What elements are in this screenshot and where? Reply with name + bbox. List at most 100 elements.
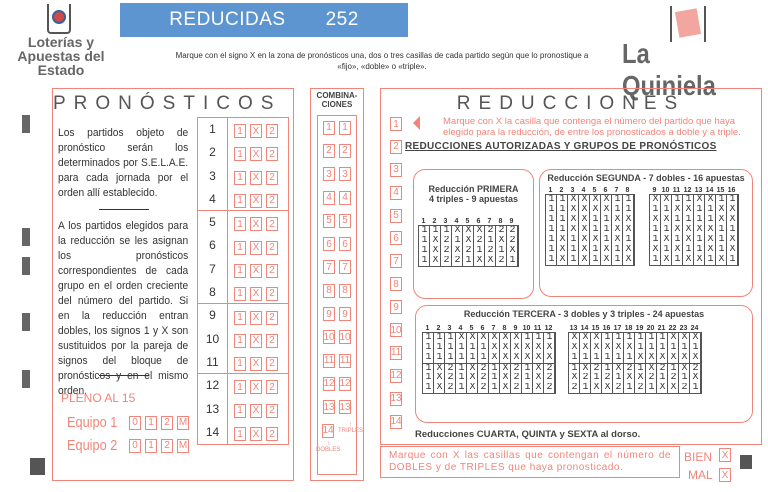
sign-checkbox[interactable]: 1 <box>234 403 246 418</box>
sign-checkbox[interactable]: 1 <box>234 356 246 371</box>
reduccion-checkbox[interactable]: 14 <box>390 414 402 429</box>
sign-checkbox[interactable]: 1 <box>234 263 246 278</box>
triples-checkbox[interactable]: 3 <box>339 167 351 182</box>
sign-checkbox[interactable]: 2 <box>266 263 278 278</box>
dobles-checkbox[interactable]: 13 <box>323 400 335 415</box>
triples-checkbox[interactable]: 8 <box>339 283 351 298</box>
reduccion-checkbox[interactable]: 1 <box>390 117 402 131</box>
sign-checkbox[interactable]: X <box>250 217 262 232</box>
sign-checkbox[interactable]: 2 <box>266 403 278 418</box>
goal-checkbox[interactable]: 2 <box>161 415 173 430</box>
triples-checkbox[interactable]: 11 <box>339 353 351 368</box>
triples-checkbox[interactable]: 13 <box>339 400 351 415</box>
sign-checkbox[interactable]: X <box>250 286 262 301</box>
triples-checkbox[interactable]: 7 <box>339 260 351 275</box>
sign-checkbox[interactable]: X <box>250 403 262 418</box>
dobles-checkbox[interactable]: 6 <box>323 237 335 252</box>
column-number: 12 <box>683 187 692 194</box>
sign-checkbox[interactable]: 1 <box>234 286 246 301</box>
sign-checkbox[interactable]: 1 <box>234 170 246 185</box>
sign-checkbox[interactable]: 2 <box>266 124 278 139</box>
reduccion-checkbox[interactable]: 3 <box>390 162 402 177</box>
column-number: 9 <box>513 325 518 332</box>
dobles-checkbox[interactable]: 9 <box>323 307 335 322</box>
dobles-checkbox[interactable]: 5 <box>323 213 335 228</box>
triples-checkbox[interactable]: 1 <box>339 120 351 135</box>
arrow-up-icon: ↑ <box>326 441 330 447</box>
dobles-checkbox[interactable]: 2 <box>323 143 335 158</box>
goal-checkbox[interactable]: M <box>177 438 189 453</box>
goal-checkbox[interactable]: M <box>177 415 189 430</box>
sign-checkbox[interactable]: 2 <box>266 310 278 325</box>
sign-checkbox[interactable]: X <box>250 193 262 208</box>
dobles-checkbox[interactable]: 8 <box>323 283 335 298</box>
sign-checkbox[interactable]: 2 <box>266 217 278 232</box>
reduccion-checkbox[interactable]: 8 <box>390 277 402 292</box>
reduccion-checkbox[interactable]: 13 <box>390 391 402 406</box>
sign-checkbox[interactable]: 1 <box>234 427 246 441</box>
sign-checkbox[interactable]: 2 <box>266 147 278 162</box>
reduccion-checkbox[interactable]: 10 <box>390 323 402 338</box>
goal-checkbox[interactable]: 0 <box>129 415 141 430</box>
column-number: 1 <box>425 325 430 332</box>
sign-checkbox[interactable]: X <box>250 310 262 325</box>
triples-checkbox[interactable]: 2 <box>339 143 351 158</box>
triples-checkbox[interactable]: 4 <box>339 190 351 205</box>
sign-checkbox[interactable]: 1 <box>234 333 246 348</box>
sign-checkbox[interactable]: X <box>250 170 262 185</box>
sign-checkbox[interactable]: X <box>250 333 262 348</box>
triples-checkbox[interactable]: 12 <box>339 376 351 391</box>
sign-checkbox[interactable]: X <box>250 380 262 395</box>
sign-checkbox[interactable]: X <box>250 147 262 162</box>
reduccion-checkbox[interactable]: 5 <box>390 208 402 223</box>
triples-checkbox[interactable]: 9 <box>339 307 351 322</box>
reduccion-checkbox[interactable]: 2 <box>390 139 402 154</box>
dobles-checkbox[interactable]: 12 <box>323 376 335 391</box>
reduccion-checkbox[interactable]: 12 <box>390 368 402 383</box>
sign-checkbox[interactable]: 2 <box>266 333 278 348</box>
dobles-checkbox[interactable]: 3 <box>323 167 335 182</box>
triples-checkbox[interactable]: 10 <box>339 330 351 345</box>
dobles-checkbox[interactable]: 4 <box>323 190 335 205</box>
dobles-checkbox[interactable]: 14 <box>322 423 334 438</box>
sign-checkbox[interactable]: 2 <box>266 193 278 208</box>
goal-checkbox[interactable]: 2 <box>161 438 173 453</box>
mal-checkbox[interactable]: X <box>719 468 731 482</box>
dobles-checkbox[interactable]: 10 <box>323 330 335 345</box>
table-row: 1X221XX21 <box>419 256 518 266</box>
sign-checkbox[interactable]: 2 <box>266 240 278 255</box>
sign-checkbox[interactable]: 1 <box>234 310 246 325</box>
reduccion-checkbox[interactable]: 6 <box>390 231 402 246</box>
sign-checkbox[interactable]: 2 <box>266 356 278 371</box>
sign-checkbox[interactable]: X <box>250 240 262 255</box>
sign-checkbox[interactable]: 1 <box>234 380 246 395</box>
sign-checkbox[interactable]: 2 <box>266 170 278 185</box>
sign-checkbox[interactable]: 2 <box>266 427 278 441</box>
triples-checkbox[interactable]: 6 <box>339 237 351 252</box>
sign-checkbox[interactable]: 1 <box>234 124 246 139</box>
reduccion-checkbox[interactable]: 4 <box>390 185 402 200</box>
dobles-checkbox[interactable]: 11 <box>323 353 335 368</box>
bien-checkbox[interactable]: X <box>719 448 731 462</box>
dobles-checkbox[interactable]: 1 <box>323 120 335 135</box>
sign-checkbox[interactable]: X <box>250 263 262 278</box>
sign-checkbox[interactable]: X <box>250 356 262 371</box>
reduccion-checkbox[interactable]: 11 <box>390 345 402 360</box>
sign-checkbox[interactable]: X <box>250 124 262 139</box>
triples-checkbox[interactable]: 5 <box>339 213 351 228</box>
sign-checkbox[interactable]: 1 <box>234 240 246 255</box>
sign-checkbox[interactable]: 2 <box>266 286 278 301</box>
sign-checkbox[interactable]: 1 <box>234 147 246 162</box>
goal-checkbox[interactable]: 1 <box>145 415 157 430</box>
reduccion-segunda: Reducción SEGUNDA - 7 dobles - 16 apuest… <box>539 169 753 297</box>
reduccion-checkbox[interactable]: 9 <box>390 300 402 315</box>
goal-checkbox[interactable]: 0 <box>129 438 141 453</box>
goal-checkbox[interactable]: 1 <box>145 438 157 453</box>
sign-checkbox[interactable]: 2 <box>266 380 278 395</box>
sign-checkbox[interactable]: 1 <box>234 193 246 208</box>
reduccion-checkbox[interactable]: 7 <box>390 254 402 269</box>
dobles-checkbox[interactable]: 7 <box>323 260 335 275</box>
sign-checkbox[interactable]: 1 <box>234 217 246 232</box>
sign-checkbox[interactable]: X <box>250 427 262 441</box>
